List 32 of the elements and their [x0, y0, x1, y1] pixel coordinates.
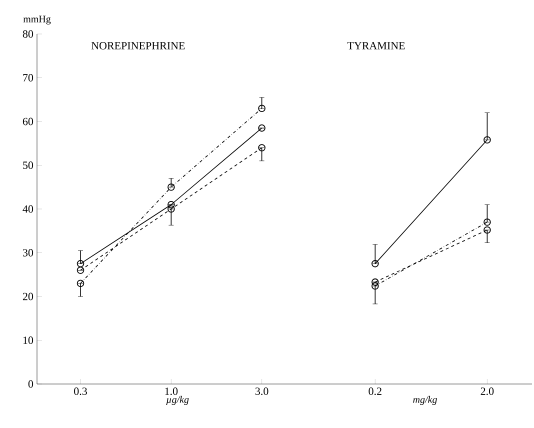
point — [484, 136, 491, 144]
y-tick-label: 60 — [22, 118, 34, 126]
y-tick-label: 10 — [23, 336, 34, 344]
x-tick-label: 0.2 — [368, 388, 382, 396]
y-tick-label: 20 — [22, 292, 34, 300]
y-tick-label: 50 — [23, 162, 34, 169]
point — [484, 218, 491, 226]
point — [258, 144, 266, 152]
point — [76, 260, 84, 268]
y-tick-label: 70 — [23, 74, 34, 82]
text: NOREPINEPHRINE — [91, 42, 185, 50]
y-tick-label: 80 — [22, 30, 34, 38]
point — [76, 266, 84, 274]
point — [258, 124, 266, 132]
text: TYRAMINE — [347, 42, 405, 50]
point — [258, 104, 266, 112]
y-tick-label: 30 — [23, 249, 34, 256]
y-axis-title: mmHg — [23, 16, 51, 24]
point — [372, 282, 379, 290]
y-tick-label: 40 — [22, 205, 34, 213]
x-tick-label: 2.0 — [480, 388, 494, 396]
x-axis-title: µg/kg — [166, 396, 189, 405]
x-tick-label: 0.3 — [74, 388, 87, 396]
point — [168, 183, 175, 191]
point — [372, 278, 379, 286]
x-tick-label: 1.0 — [165, 388, 178, 396]
y-tick-label: 0 — [28, 380, 34, 388]
x-tick-label: 3.0 — [255, 388, 268, 396]
point — [76, 280, 84, 288]
point — [372, 260, 379, 268]
x-axis-title: mg/kg — [413, 396, 437, 405]
point — [484, 226, 491, 234]
